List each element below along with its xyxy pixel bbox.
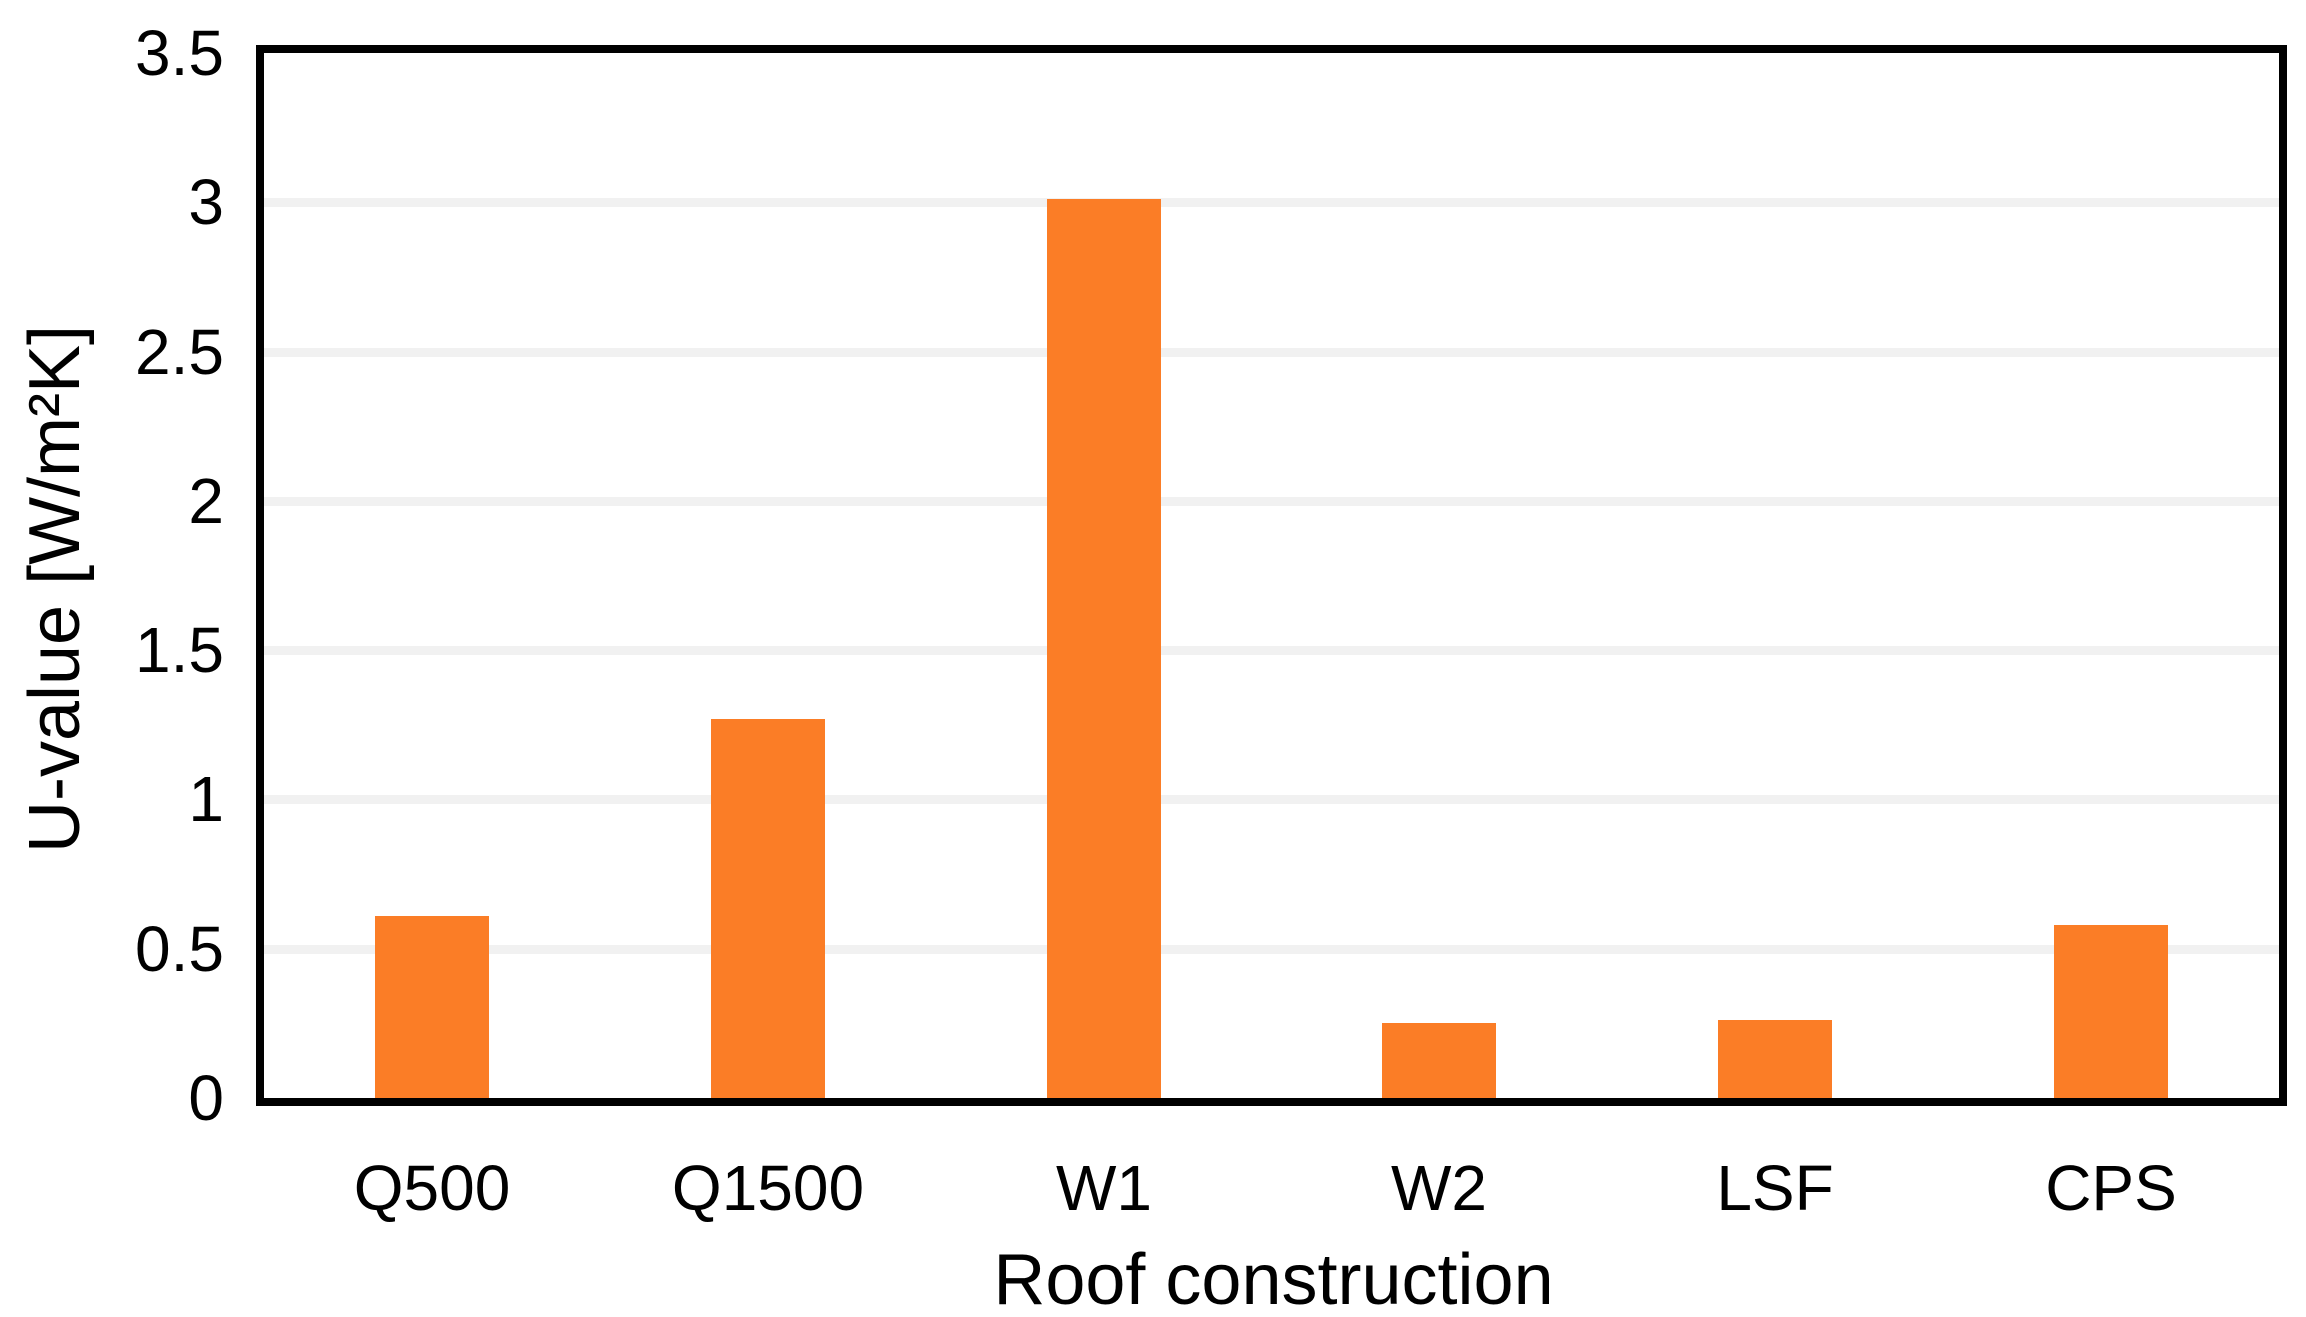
bar-w1 bbox=[1047, 199, 1161, 1098]
y-tick-label-1.5: 1.5 bbox=[135, 614, 224, 686]
x-tick-label-lsf: LSF bbox=[1716, 1152, 1834, 1224]
gridline bbox=[264, 646, 2279, 655]
y-tick-label-3.5: 3.5 bbox=[135, 17, 224, 89]
x-tick-label-w1: W1 bbox=[1056, 1152, 1152, 1224]
gridline bbox=[264, 795, 2279, 804]
y-tick-label-2: 2 bbox=[188, 465, 224, 537]
bar-q1500 bbox=[711, 719, 825, 1098]
x-tick-label-q1500: Q1500 bbox=[671, 1152, 865, 1224]
plot-area bbox=[256, 45, 2287, 1106]
bar-w2 bbox=[1382, 1023, 1496, 1098]
y-tick-label-3: 3 bbox=[188, 166, 224, 238]
gridline bbox=[264, 945, 2279, 954]
x-tick-label-w2: W2 bbox=[1391, 1152, 1487, 1224]
gridline bbox=[264, 198, 2279, 207]
x-tick-label-q500: Q500 bbox=[353, 1152, 511, 1224]
gridline bbox=[264, 497, 2279, 506]
x-tick-label-cps: CPS bbox=[2045, 1152, 2177, 1224]
bar-cps bbox=[2054, 925, 2168, 1098]
bar-lsf bbox=[1718, 1020, 1832, 1098]
gridline bbox=[264, 348, 2279, 357]
bar-q500 bbox=[375, 916, 489, 1098]
y-tick-label-0.5: 0.5 bbox=[135, 913, 224, 985]
x-axis-title: Roof construction bbox=[993, 1240, 1554, 1317]
y-tick-label-1: 1 bbox=[188, 763, 224, 835]
y-tick-label-0: 0 bbox=[188, 1062, 224, 1134]
y-tick-label-2.5: 2.5 bbox=[135, 316, 224, 388]
